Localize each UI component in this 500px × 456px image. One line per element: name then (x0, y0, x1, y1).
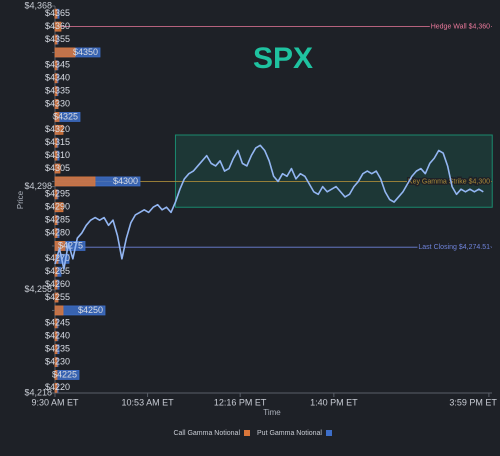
x-tick-label: 9:30 AM ET (31, 397, 79, 407)
level-label: Hedge Wall $4,360 (431, 23, 490, 30)
strike-label: $4345 (45, 60, 70, 70)
strike-label: $4365 (45, 8, 70, 18)
x-axis-title: Time (263, 408, 281, 417)
strike-label: $4265 (45, 266, 70, 276)
y-tick-label: $4,368 (24, 0, 52, 10)
strike-label: $4280 (45, 227, 70, 237)
strike-label: $4315 (45, 137, 70, 147)
y-tick-label: $4,258 (24, 284, 52, 294)
strike-label: $4320 (45, 124, 70, 134)
strike-label: $4330 (45, 98, 70, 108)
level-label: Last Closing $4,274.51 (418, 244, 490, 251)
strike-label: $4335 (45, 86, 70, 96)
strike-label: $4290 (45, 202, 70, 212)
y-tick-label: $4,218 (24, 387, 52, 397)
range-box (174, 134, 493, 208)
x-tick-label: 10:53 AM ET (122, 397, 175, 407)
strike-label: $4310 (45, 150, 70, 160)
price-line (54, 144, 484, 270)
strike-label: $4220 (45, 382, 70, 392)
level-label: Key Gamma Strike $4,300 (408, 178, 490, 185)
strike-label: $4225 (52, 369, 77, 379)
strike-label: $4250 (78, 305, 103, 315)
x-tick-label: 12:16 PM ET (214, 397, 267, 407)
strike-label: $4245 (45, 318, 70, 328)
strike-label: $4350 (73, 47, 98, 57)
strike-label: $4325 (53, 111, 78, 121)
legend-label: Call Gamma Notional (173, 430, 240, 437)
legend-swatch (326, 430, 332, 436)
strike-label: $4240 (45, 331, 70, 341)
strike-label: $4360 (45, 21, 70, 31)
legend-label: Put Gamma Notional (257, 430, 322, 437)
strike-label: $4305 (45, 163, 70, 173)
x-tick-label: 1:40 PM ET (310, 397, 358, 407)
strike-label: $4300 (113, 176, 138, 186)
legend-swatch (244, 430, 250, 436)
x-tick-label: 3:59 PM ET (449, 397, 497, 407)
strike-label: $4355 (45, 34, 70, 44)
strike-label: $4275 (58, 240, 83, 250)
strike-label: $4235 (45, 344, 70, 354)
call-gamma-bar (54, 305, 64, 316)
strike-label: $4255 (45, 292, 70, 302)
strike-label: $4340 (45, 73, 70, 83)
y-tick-label: $4,298 (24, 181, 52, 191)
y-axis-title: Price (16, 190, 25, 209)
strike-label: $4295 (45, 189, 70, 199)
call-gamma-bar (54, 176, 96, 187)
strike-label: $4285 (45, 215, 70, 225)
chart-title: SPX (253, 42, 313, 75)
strike-label: $4230 (45, 356, 70, 366)
strike-label: $4260 (45, 279, 70, 289)
